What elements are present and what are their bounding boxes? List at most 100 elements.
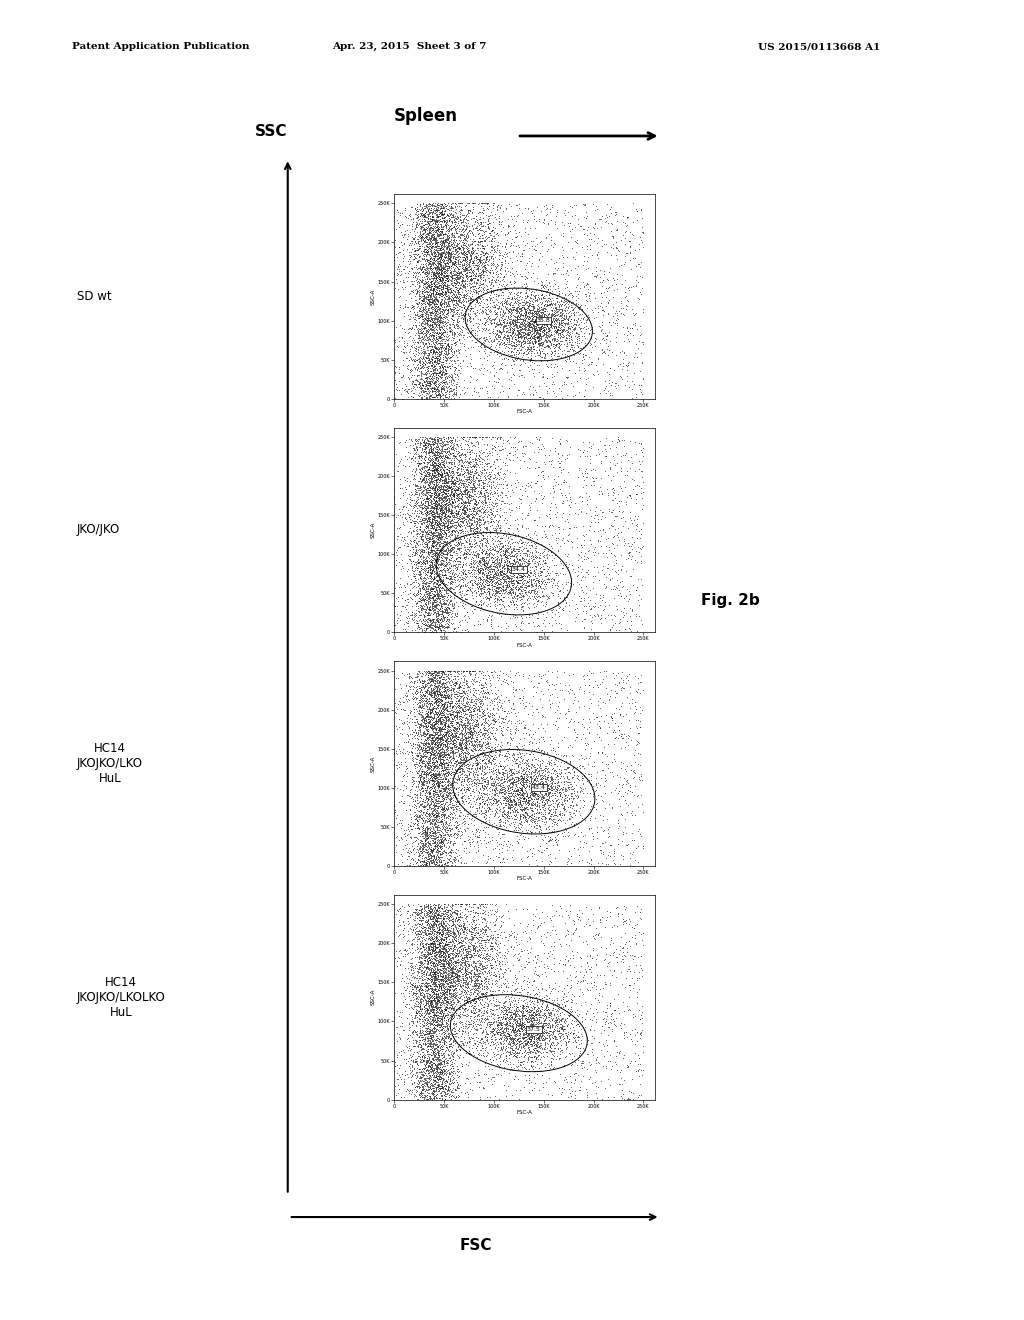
Point — [622, 1052, 638, 1073]
Point — [465, 741, 481, 762]
Point — [408, 338, 424, 359]
Point — [434, 920, 451, 941]
Point — [424, 1012, 440, 1034]
Point — [468, 804, 484, 825]
Point — [425, 364, 441, 385]
Point — [471, 496, 487, 517]
Point — [433, 273, 450, 294]
Point — [396, 1064, 413, 1085]
Point — [426, 973, 442, 994]
Point — [499, 1051, 515, 1072]
Point — [435, 1044, 452, 1065]
Point — [502, 317, 518, 338]
Point — [454, 267, 470, 288]
Point — [429, 770, 445, 791]
Point — [431, 999, 447, 1020]
Point — [611, 240, 628, 261]
Point — [429, 450, 445, 471]
Point — [427, 343, 443, 364]
Point — [430, 1053, 446, 1074]
Point — [466, 975, 482, 997]
Point — [565, 309, 582, 330]
Point — [439, 508, 456, 529]
Point — [552, 784, 568, 805]
Point — [467, 973, 483, 994]
Point — [420, 702, 436, 723]
Point — [426, 1008, 442, 1030]
Point — [437, 298, 454, 319]
Point — [427, 543, 443, 564]
Point — [562, 437, 579, 458]
Point — [511, 789, 527, 810]
Point — [434, 359, 451, 380]
Point — [441, 430, 458, 451]
Point — [634, 207, 650, 228]
Point — [544, 993, 560, 1014]
Point — [499, 325, 515, 346]
Point — [567, 1002, 584, 1023]
Point — [425, 543, 441, 564]
Point — [420, 894, 436, 915]
Point — [472, 784, 488, 805]
Point — [433, 381, 450, 403]
Point — [432, 467, 449, 488]
Point — [513, 326, 529, 347]
Point — [450, 1076, 466, 1097]
Point — [631, 475, 647, 496]
Point — [449, 1069, 465, 1090]
Point — [471, 708, 487, 729]
Point — [425, 849, 441, 870]
Point — [627, 928, 643, 949]
Point — [476, 586, 493, 607]
Point — [464, 290, 480, 312]
Point — [413, 801, 429, 822]
Point — [480, 714, 497, 735]
Point — [510, 570, 526, 591]
Point — [416, 708, 432, 729]
Point — [402, 1061, 419, 1082]
Point — [426, 756, 442, 777]
Point — [457, 537, 473, 558]
Point — [427, 367, 443, 388]
Point — [433, 944, 450, 965]
Point — [523, 579, 540, 601]
Point — [483, 566, 500, 587]
Point — [453, 492, 469, 513]
Point — [414, 528, 430, 549]
Point — [504, 763, 520, 784]
Point — [423, 499, 439, 520]
Point — [536, 486, 552, 507]
Point — [418, 367, 434, 388]
Point — [544, 615, 560, 636]
Point — [449, 966, 465, 987]
Point — [430, 598, 446, 619]
Point — [510, 572, 526, 593]
Point — [444, 1023, 461, 1044]
Point — [434, 684, 451, 705]
Point — [522, 743, 539, 764]
Point — [472, 482, 488, 503]
Point — [568, 1031, 585, 1052]
Point — [439, 256, 456, 277]
Point — [519, 752, 536, 774]
Point — [525, 755, 542, 776]
Point — [388, 573, 404, 594]
Point — [543, 541, 559, 562]
Point — [432, 232, 449, 253]
Point — [462, 366, 478, 387]
Point — [428, 197, 444, 218]
Point — [416, 535, 432, 556]
Point — [492, 1019, 508, 1040]
Point — [551, 690, 567, 711]
Point — [502, 313, 518, 334]
Point — [438, 1071, 455, 1092]
Point — [416, 940, 432, 961]
Point — [558, 1068, 574, 1089]
Point — [555, 1026, 571, 1047]
Point — [507, 310, 523, 331]
Point — [436, 499, 453, 520]
Point — [446, 482, 463, 503]
Point — [525, 804, 542, 825]
Point — [578, 289, 594, 310]
Point — [433, 202, 450, 223]
